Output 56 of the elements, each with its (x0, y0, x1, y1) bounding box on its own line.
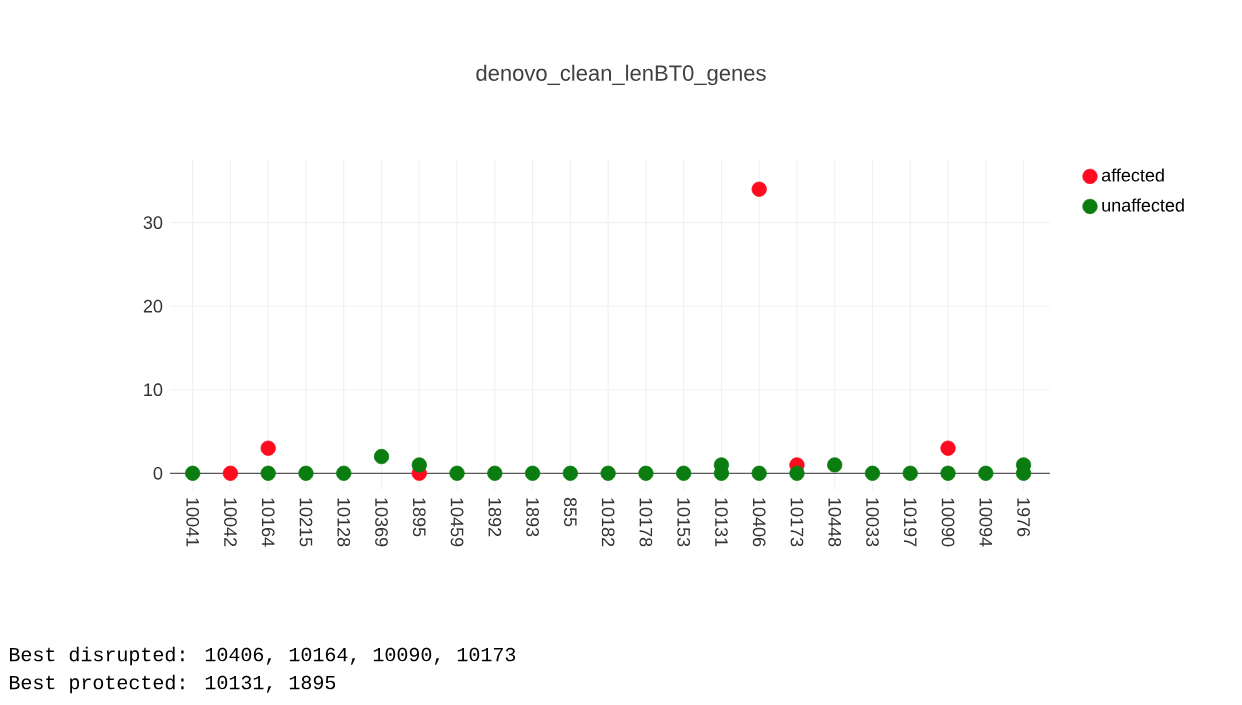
point (298, 465, 314, 481)
point (638, 465, 654, 481)
x-tick-label: 10197 (903, 498, 917, 547)
x-tick-label: 10033 (866, 498, 879, 547)
x-tick-label: 1895 (412, 498, 426, 537)
text: Best protected: 10131, 1895 (9, 674, 336, 694)
y-tick-label: 20 (143, 299, 163, 313)
point (676, 465, 692, 481)
point (864, 465, 881, 481)
x-tick-label: 10173 (790, 498, 804, 547)
x-tick-label: 10153 (677, 498, 691, 547)
chart-title: denovo_clean_lenBT0_genes (476, 64, 766, 86)
point (185, 465, 201, 481)
point (751, 181, 767, 197)
x-tick-label: 10164 (261, 498, 275, 547)
x-tick-label: 10406 (752, 498, 766, 547)
y-tick-label: 0 (153, 466, 163, 480)
x-tick-label: 10459 (450, 498, 464, 547)
point (600, 465, 616, 481)
legend-label: unaffected (1102, 198, 1184, 212)
x-tick-label: 10369 (375, 498, 388, 547)
point (373, 448, 390, 465)
x-tick-label: 10215 (299, 498, 313, 547)
x-tick-label: 10042 (224, 498, 237, 547)
x-tick-label: 10094 (979, 498, 993, 547)
y-tick-label: 30 (143, 216, 163, 230)
point (222, 465, 239, 481)
x-tick-label: 1892 (488, 498, 502, 537)
point (336, 465, 352, 481)
x-tick-label: 10090 (941, 498, 955, 547)
x-tick-label: 10131 (715, 498, 728, 547)
point (260, 440, 276, 456)
x-tick-label: 10178 (639, 498, 653, 547)
point (940, 465, 956, 481)
point (940, 440, 956, 456)
point (487, 465, 503, 481)
text: Best disrupted: 10406, 10164, 10090, 10173 (9, 646, 516, 666)
x-tick-label: 10128 (337, 498, 351, 547)
x-tick-label: 10182 (601, 498, 615, 547)
point (562, 465, 578, 481)
x-tick-label: 1893 (526, 498, 539, 537)
point (411, 457, 427, 473)
point (789, 465, 805, 481)
point (260, 465, 276, 481)
x-tick-label: 10448 (828, 498, 842, 547)
legend-label: affected (1101, 168, 1164, 182)
point (524, 465, 541, 481)
point (751, 465, 767, 481)
point (449, 465, 465, 481)
point (902, 465, 918, 481)
x-tick-label: 855 (563, 497, 577, 527)
x-tick-label: 1976 (1017, 498, 1030, 537)
x-tick-label: 10041 (186, 498, 200, 547)
point (978, 465, 994, 481)
y-tick-label: 10 (144, 383, 163, 397)
point (827, 457, 843, 473)
